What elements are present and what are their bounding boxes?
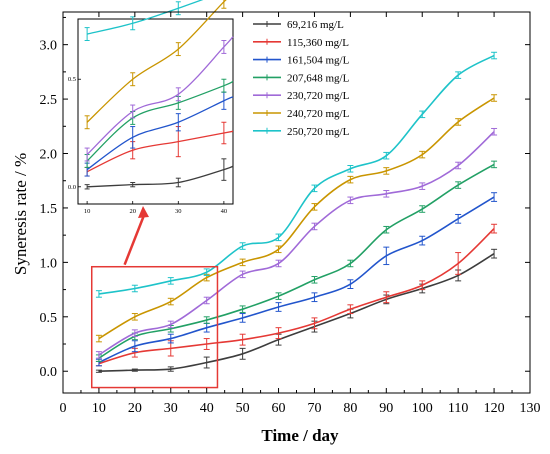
x-tick-label: 10 [92, 401, 106, 416]
series-line [98, 252, 495, 373]
legend-label: 250,720 mg/L [287, 126, 350, 138]
legend-label: 161,504 mg/L [287, 55, 350, 67]
x-axis-title: Time / day [261, 426, 339, 445]
legend-label: 230,720 mg/L [287, 90, 350, 102]
y-tick-label: 3.0 [40, 39, 58, 54]
zoom-arrowhead [138, 206, 149, 218]
x-tick-label: 120 [484, 401, 505, 416]
legend-item: 207,648 mg/L [253, 72, 350, 84]
legend-item: 250,720 mg/L [253, 126, 350, 138]
legend-label: 240,720 mg/L [287, 108, 350, 120]
series-layer [95, 51, 498, 373]
highlight-box [90, 265, 219, 389]
x-tick-label: 30 [164, 401, 178, 416]
axes: 0 10 20 30 40 50 60 70 80 90 100 110 120 130 0.0 0.5 1.0… [40, 11, 541, 416]
y-tick-label: 2.0 [40, 148, 58, 163]
zoom-highlight [90, 206, 219, 389]
series-line [98, 131, 495, 356]
series-line [98, 163, 495, 359]
inset-x-tick-label: 40 [221, 208, 228, 215]
x-tick-label: 40 [200, 401, 214, 416]
inset-series-1 [84, 158, 234, 190]
legend-label: 69,216 mg/L [287, 19, 344, 31]
legend-label: 207,648 mg/L [287, 72, 350, 84]
y-tick-label: 2.5 [40, 93, 58, 108]
legend-item: 240,720 mg/L [253, 108, 350, 120]
inset-x-tick-label: 20 [129, 208, 136, 215]
x-tick-label: 0 [60, 401, 67, 416]
legend-label: 115,360 mg/L [287, 37, 349, 49]
series-line [98, 54, 495, 295]
x-tick-label: 60 [272, 401, 286, 416]
y-tick-label: 0.5 [40, 311, 58, 326]
inset-series-5 [84, 36, 234, 162]
series-7 [95, 51, 498, 298]
x-tick-label: 90 [379, 401, 393, 416]
inset-x-tick-label: 10 [84, 208, 91, 215]
zoom-arrow [123, 213, 146, 266]
x-tick-label: 20 [128, 401, 142, 416]
series-4 [95, 160, 498, 362]
x-tick-label: 100 [412, 401, 433, 416]
inset-x-tick-label: 30 [175, 208, 182, 215]
series-1 [95, 248, 498, 373]
series-line [98, 228, 495, 365]
series-3 [95, 192, 498, 367]
series-line [98, 97, 495, 340]
x-tick-label: 130 [520, 401, 541, 416]
inset-series-2 [84, 121, 234, 177]
inset-plot: 10 20 30 40 0.0 0.5 [68, 0, 234, 215]
y-tick-label: 1.0 [40, 256, 58, 271]
series-line [98, 196, 495, 364]
legend-item: 161,504 mg/L [253, 55, 350, 67]
y-tick-label: 1.5 [40, 202, 58, 217]
inset-frame [77, 18, 234, 205]
y-axis-title: Syneresis rate / % [11, 153, 30, 275]
x-tick-label: 110 [448, 401, 468, 416]
x-tick-label: 80 [343, 401, 357, 416]
series-5 [95, 127, 498, 359]
inset-series-6 [84, 0, 227, 130]
legend-item: 230,720 mg/L [253, 90, 350, 102]
inset-y-tick-label: 0.0 [68, 184, 76, 191]
x-tick-label: 70 [307, 401, 321, 416]
legend: 69,216 mg/L 115,360 mg/L 161,504 mg/L 207,6… [253, 19, 350, 138]
legend-item: 115,360 mg/L [253, 37, 349, 49]
legend-item: 69,216 mg/L [253, 19, 344, 31]
x-tick-label: 50 [236, 401, 250, 416]
y-tick-label: 0.0 [40, 365, 58, 380]
inset-y-tick-label: 0.5 [68, 76, 76, 83]
